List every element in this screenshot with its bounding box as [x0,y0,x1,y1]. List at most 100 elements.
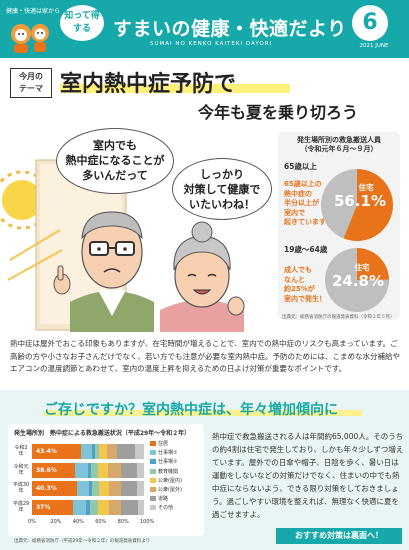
pie-note-line: 室内で [284,208,305,217]
chart-card [8,424,204,536]
section-title: ご存じですか？室内熱中症は、年々増加傾向に [44,402,338,418]
man-figure [53,211,154,332]
legend-swatch [150,496,156,502]
bar-segment [92,481,100,496]
pie-group-note: 成人でも なんと 約25%が 室内で発生！ [284,266,326,304]
next-page-button[interactable]: おすすめ対策は裏面へ！ [276,528,402,544]
bar-data-label: 37% [36,503,51,511]
pie-period-line: （令和元年６月〜９月） [300,145,378,153]
bar-segment [108,462,122,478]
legend-label: 教育機関 [158,468,179,475]
issue-date: 2021 JUNE [359,43,389,49]
bar-segment [138,499,144,515]
man-speech-line: 熱中症になることが [65,154,165,167]
legend-label: 住居 [158,441,169,447]
pie-group-label: 19歳〜64歳 [284,245,328,254]
legend-item: 仕事場② [150,458,177,465]
bar-data-label: 38.6% [36,466,57,474]
bar-segment [77,481,89,496]
bar-segment [135,444,144,459]
newsletter-subtitle: SUMAI NO KENKO KAITEKI DAYORI [150,41,273,47]
legend-swatch [150,477,156,483]
section-title-highlight [44,410,362,416]
bar-segment [88,481,93,496]
bar-segment [32,444,81,459]
woman-speech-line: 対策して健康で [183,183,261,196]
bar-category-label: 令和元年 [13,463,29,476]
bar-segment [73,499,87,515]
pie-slice-label: 住宅 [354,263,370,272]
man-speech-bubble: 室内でも 熱中症になることが 多いんだって [56,128,174,194]
bar-category-label: 令和2年 [14,445,28,457]
pie-slice-percent: 56.1% [333,192,387,210]
bar-segment [121,462,137,478]
bar-data-label: 43.4% [36,448,57,455]
title-highlight [60,84,290,93]
bar-segment [75,462,88,478]
man-speech-line: 室内でも [93,139,137,152]
legend-swatch [150,468,156,474]
pie-group-label: 65歳以上 [284,162,317,171]
pie-slice-label: 住宅 [358,183,374,192]
legend-label: 公衆(屋内) [158,477,182,484]
legend-label: 公衆(屋外) [158,487,182,493]
theme-label-line1: 今月の [19,72,43,81]
x-tick-label: 80% [117,519,129,525]
bar-segment [137,481,144,496]
legend-item: 仕事場① [150,449,177,456]
pie-slice-housing [343,169,393,241]
legend-swatch [150,487,156,492]
section-paragraph: 熱中症で救急搬送される人は年間約65,000人。そのうちの約4割は住宅で発生して… [212,432,404,519]
bar-segment [91,444,96,459]
pie-note-line: 成人でも [284,266,312,274]
pie-note-line: なんと [284,275,305,284]
legend-item: その他 [150,504,173,511]
bar-category-label: 平成30年 [12,482,30,494]
bar-segment [136,462,144,478]
theme-label-line2: テーマ [19,84,43,93]
bar-segment [32,499,74,515]
bar-segment [98,462,109,478]
legend-label: 仕事場② [158,459,178,466]
bar-segment [99,481,109,496]
bar-segment [121,499,139,515]
legend-label: 仕事場① [158,450,178,457]
pie-slice-percent: 24.8% [331,272,385,290]
bar-segment [116,444,136,459]
bar-segment [91,462,99,478]
legend-label: その他 [158,505,174,512]
bar-segment [87,462,92,478]
pie-panel-title: 発生場所別の救急搬送人員 （令和元年６月〜９月） [278,136,400,154]
mascot-icon [11,24,49,53]
x-tick-label: 60% [95,519,107,525]
bar-segment [80,444,92,459]
newsletter-title: すまいの健康・快適だより [113,18,347,40]
pie-slice-housing [357,248,389,280]
legend-item: 教育機関 [150,468,178,475]
bar-segment [106,444,117,459]
theme-title: 室内熱中症予防で [60,72,237,97]
pie-group-note: 65歳以上の 熱中症の 半分以上が 室内で 起きています！ [284,180,333,228]
bar-category-label: 平成29年 [12,500,30,513]
pie-chart-19to64 [325,248,389,312]
bar-segment [109,499,122,515]
x-tick-label: 100% [140,519,155,525]
pie-note-line: 65歳以上の [284,180,322,188]
header-badge: 健康・快適は家から [6,8,61,15]
x-tick-label: 20% [50,519,62,525]
x-tick-label: 40% [72,519,84,525]
theme-label: 今月の テーマ [10,68,52,98]
legend-item: 住居 [150,440,168,447]
header-bubble: 知って得する [60,5,104,41]
pie-title-line: 発生場所別の救急搬送人員 [297,136,381,144]
pie-source: 出典元：総務省消防庁の報道発表資料（令和２年５月） [282,315,395,320]
pie-note-line: 熱中症の [284,189,312,198]
x-tick-label: 0% [28,519,36,525]
intro-paragraph: 熱中症は屋外でおこる印象もありますが、在宅時間が増えることで、室内での熱中症のリ… [10,339,400,373]
legend-swatch [150,459,156,465]
woman-figure [160,221,245,332]
bar-segment [32,481,78,496]
bar-segment [86,499,91,515]
legend-label: 道路 [158,496,169,503]
issue-number: 6 [352,5,388,41]
